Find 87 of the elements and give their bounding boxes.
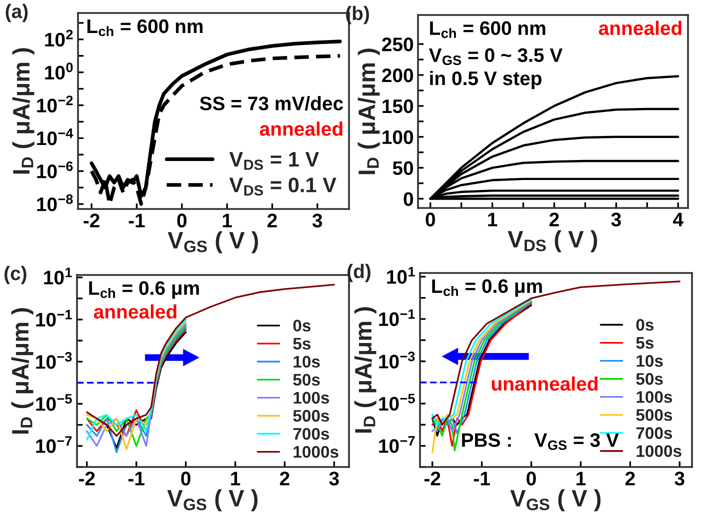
chart-title: (d) <box>348 264 370 282</box>
x-tick-label: 1 <box>488 212 498 226</box>
y-axis-title: I$_{D}$ ( μA/μm ) <box>358 48 380 174</box>
y-tick-label: 10$^{−1}$ <box>379 309 415 326</box>
y-tick-label: 100 <box>382 130 414 144</box>
x-tick-label: 3 <box>329 472 339 486</box>
legend-label: 1000s <box>294 446 338 458</box>
annotation: PBS : V$_{GS}$ = 3 V <box>462 433 619 450</box>
y-tick-label: 10$^{−8}$ <box>37 194 73 212</box>
legend-label: 700s <box>636 427 672 439</box>
legend-label: 500s <box>293 410 330 422</box>
annotation: annealed <box>260 122 342 136</box>
annotation: unannealed <box>492 376 598 391</box>
x-tick-label: 1 <box>576 472 586 486</box>
legend-label: 5s <box>293 338 311 350</box>
y-tick-label: 10$^{−7}$ <box>36 436 72 454</box>
x-tick-label: -1 <box>128 214 145 228</box>
chart-title: (b) <box>346 6 369 24</box>
y-tick-label: 150 <box>382 99 414 114</box>
y-tick-label: 50 <box>392 161 414 176</box>
legend-label: 1000s <box>636 445 682 457</box>
y-axis-title: I$_{D}$ ( μA/μm ) <box>354 307 376 433</box>
legend-label: 0s <box>636 318 654 331</box>
legend-label: 10s <box>294 356 320 368</box>
y-tick-label: 10$^{2}$ <box>45 30 73 47</box>
y-tick-label: 10$^{−6}$ <box>37 161 73 178</box>
x-axis-title: V$_{DS}$ ( V ) <box>508 230 598 252</box>
y-tick-label: 10$^{−4}$ <box>37 128 74 146</box>
x-axis-title: V$_{GS}$ ( V ) <box>510 489 601 512</box>
annotation: SS = 73 mV/dec <box>200 96 344 111</box>
y-tick-label: 200 <box>382 68 414 82</box>
y-tick-label: 10$^{−3}$ <box>36 352 72 369</box>
x-tick-label: -1 <box>474 472 490 486</box>
y-tick-label: 10$^{−3}$ <box>379 352 415 368</box>
annotation: L$_{ch}$ = 0.6 μm <box>432 279 542 297</box>
y-tick-label: 10$^{−5}$ <box>36 394 72 411</box>
annotation: V$_{GS}$ = 0 ~ 3.5 V <box>428 48 563 66</box>
annotation: annealed <box>598 20 682 36</box>
x-tick-label: 2 <box>550 212 559 226</box>
x-tick-label: -2 <box>84 214 100 228</box>
x-tick-label: -2 <box>424 472 440 486</box>
x-tick-label: 0 <box>177 214 186 228</box>
x-tick-label: 1 <box>222 214 232 228</box>
legend-label: 10s <box>636 355 663 367</box>
y-tick-label: 10$^{1}$ <box>387 267 415 284</box>
y-tick-label: 10$^{−5}$ <box>379 394 415 411</box>
legend-label: 0s <box>293 320 311 332</box>
chart-title: (a) <box>6 4 28 22</box>
y-tick-label: 10$^{−7}$ <box>379 436 415 453</box>
y-axis-title: I$_{D}$ ( μA/μm ) <box>11 308 34 434</box>
chart-title: (c) <box>4 266 26 284</box>
x-tick-label: 3 <box>674 472 684 486</box>
annotation: in 0.5 V step <box>430 70 542 90</box>
legend-label: 500s <box>636 409 672 421</box>
legend-label: 50s <box>636 373 663 385</box>
annotation: L$_{ch}$ = 600 nm <box>87 19 203 36</box>
y-tick-label: 0 <box>404 192 414 206</box>
annotation: annealed <box>94 304 176 319</box>
x-tick-label: 0 <box>181 472 190 486</box>
x-tick-label: 2 <box>267 214 277 228</box>
x-tick-label: -1 <box>128 472 144 486</box>
annotation: L$_{ch}$ = 0.6 μm <box>89 281 199 299</box>
y-tick-label: 10$^{−1}$ <box>36 310 72 327</box>
x-tick-label: -2 <box>79 472 95 486</box>
legend-label: V$_{DS}$ = 1 V <box>229 152 319 170</box>
legend-label: 700s <box>293 428 330 440</box>
annotation: L$_{ch}$ = 600 nm <box>430 21 546 38</box>
x-tick-label: 0 <box>426 212 435 226</box>
y-tick-label: 10$^{−2}$ <box>37 96 73 112</box>
legend-label: 5s <box>636 337 654 349</box>
y-tick-label: 250 <box>382 38 414 52</box>
x-tick-label: 0 <box>526 472 536 486</box>
y-axis-title: I$_{D}$ ( μA/μm ) <box>12 48 34 174</box>
legend-label: V$_{DS}$ = 0.1 V <box>229 178 336 196</box>
x-tick-label: 1 <box>231 472 240 486</box>
x-tick-label: 3 <box>611 212 621 226</box>
legend-label: 100s <box>294 392 330 404</box>
x-tick-label: 2 <box>280 472 290 486</box>
x-axis-title: V$_{GS}$ ( V ) <box>167 489 258 512</box>
y-tick-label: 10$^{0}$ <box>45 62 73 80</box>
x-tick-label: 3 <box>312 214 322 228</box>
x-tick-label: 2 <box>625 472 635 486</box>
x-tick-label: 4 <box>672 212 684 226</box>
y-tick-label: 10$^{1}$ <box>44 268 72 284</box>
legend-label: 50s <box>293 374 320 386</box>
legend-label: 100s <box>636 391 672 403</box>
x-axis-title: V$_{GS}$ ( V ) <box>168 231 258 254</box>
